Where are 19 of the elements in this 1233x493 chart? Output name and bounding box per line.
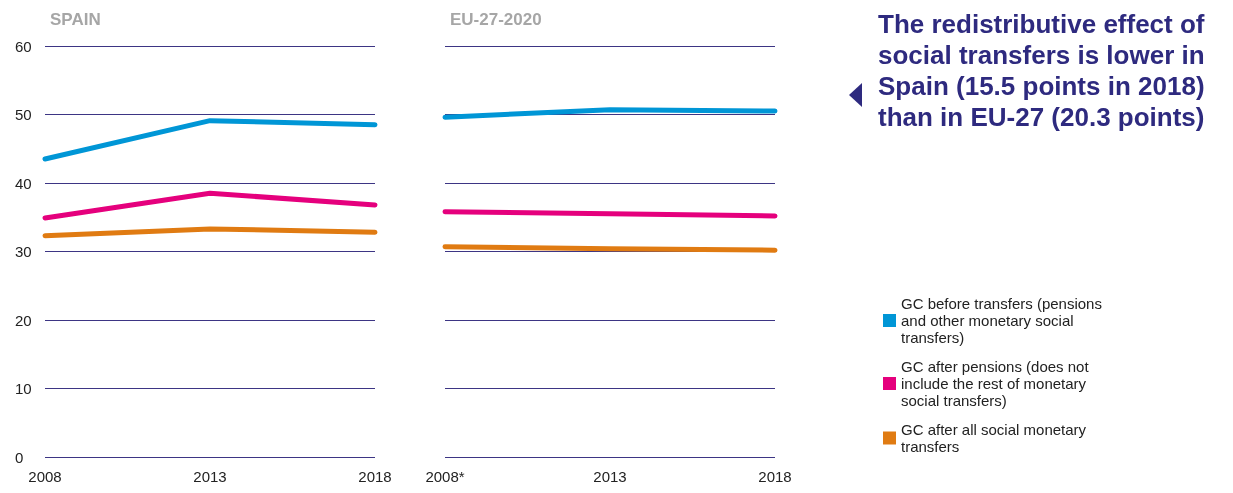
y-tick-label: 40 [15,174,32,192]
x-tick-label: 2013 [593,468,627,485]
legend-label: GC before transfers (pensions and other monetary social transfers) [901,295,1107,346]
chart-title: EU-27-2020 [450,10,542,29]
chart-title: SPAIN [50,10,101,29]
y-tick-label: 20 [15,311,32,329]
y-tick-label: 10 [15,380,32,397]
y-tick-label: 60 [15,37,32,55]
text: The redistributive effect of social transfers is lower in Spain (15.5 points in 2018) than in EU-27 (20.3 points) [878,8,1212,132]
x-tick-label: 2018 [358,468,392,485]
x-tick-label: 2018 [758,468,792,485]
y-tick-label: 0 [15,448,24,466]
y-tick-label: 30 [15,243,32,260]
x-tick-label: 2013 [193,468,227,485]
legend-label: GC after pensions (does not include the rest of monetary social transfers) [901,358,1093,409]
x-tick-label: 2008 [28,468,62,485]
legend-label: GC after all social monetary transfers [901,421,1091,455]
x-tick-label: 2008* [425,468,465,485]
y-tick-label: 50 [15,106,32,123]
